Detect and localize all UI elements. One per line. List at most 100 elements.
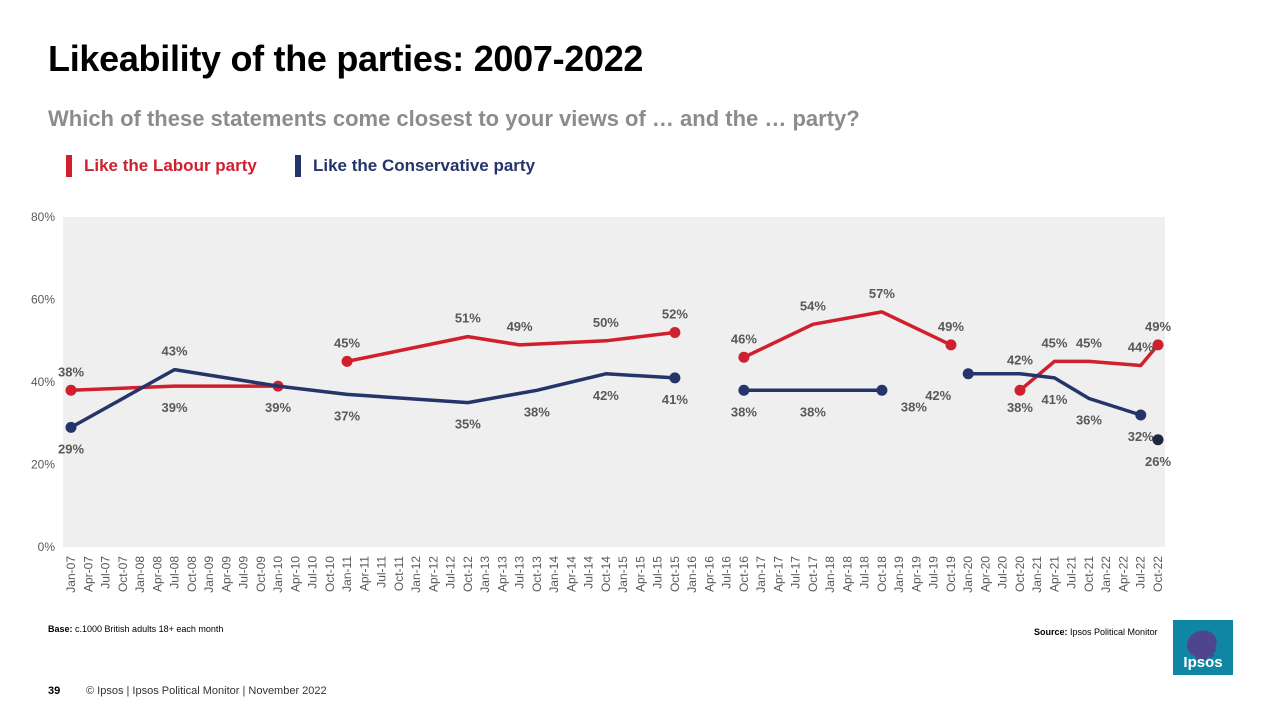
x-tick-label: Apr-15 (633, 556, 647, 592)
x-tick-label: Jan-09 (202, 556, 216, 593)
x-tick-label: Jul-10 (306, 556, 320, 589)
x-tick-label: Oct-22 (1151, 556, 1165, 592)
y-tick-label: 20% (31, 458, 55, 472)
source-note: Source: Ipsos Political Monitor (1034, 627, 1158, 637)
x-tick-label: Oct-10 (323, 556, 337, 592)
x-tick-label: Jul-14 (582, 556, 596, 589)
legend-conservative-swatch (295, 155, 301, 177)
labour-point-marker (1152, 339, 1164, 351)
x-tick-label: Oct-17 (806, 556, 820, 592)
x-tick-label: Jul-17 (789, 556, 803, 589)
footer-copyright: © Ipsos | Ipsos Political Monitor | Nove… (86, 685, 327, 697)
x-tick-label: Apr-10 (288, 556, 302, 592)
x-tick-label: Jul-11 (375, 556, 389, 588)
conservative-point-marker (738, 384, 750, 396)
x-tick-label: Jan-17 (754, 556, 768, 593)
legend-conservative: Like the Conservative party (295, 155, 535, 177)
x-tick-label: Apr-14 (564, 556, 578, 592)
x-tick-label: Oct-16 (737, 556, 751, 592)
labour-point-marker (669, 327, 681, 338)
x-tick-label: Apr-16 (702, 556, 716, 592)
x-tick-label: Jan-21 (1030, 556, 1044, 593)
conservative-data-label: 38% (800, 404, 826, 419)
x-tick-label: Apr-13 (495, 556, 509, 592)
x-tick-label: Oct-11 (392, 556, 406, 591)
x-tick-label: Jul-09 (237, 556, 251, 589)
labour-point-marker (738, 351, 750, 363)
labour-data-label: 46% (731, 331, 757, 346)
labour-data-label: 39% (265, 400, 291, 415)
x-tick-label: Jan-10 (271, 556, 285, 593)
labour-data-label: 45% (1041, 335, 1067, 350)
labour-point-marker (65, 384, 77, 396)
conservative-data-label: 41% (662, 392, 688, 407)
conservative-point-marker (65, 421, 77, 433)
labour-data-label: 50% (593, 315, 619, 330)
x-tick-label: Jul-16 (720, 556, 734, 589)
source-note-text: Ipsos Political Monitor (1070, 627, 1158, 637)
x-tick-label: Jul-18 (858, 556, 872, 589)
conservative-series-line (968, 372, 1142, 417)
conservative-data-label: 37% (334, 408, 360, 423)
conservative-data-label: 42% (593, 388, 619, 403)
legend-labour-swatch (66, 155, 72, 177)
y-tick-label: 80% (31, 210, 55, 224)
legend-labour-label: Like the Labour party (84, 156, 257, 175)
y-tick-label: 60% (31, 293, 55, 307)
x-tick-label: Jul-12 (444, 556, 458, 589)
labour-data-label: 49% (507, 319, 533, 334)
x-tick-label: Apr-12 (426, 556, 440, 592)
x-tick-label: Oct-20 (1013, 556, 1027, 592)
head-silhouette-icon (1187, 630, 1217, 660)
conservative-point-marker (1135, 409, 1147, 421)
x-tick-label: Jul-20 (996, 556, 1010, 589)
base-note-text: c.1000 British adults 18+ each month (75, 624, 224, 634)
x-tick-label: Jul-15 (651, 556, 665, 589)
ipsos-logo: Ipsos (1173, 620, 1233, 675)
x-tick-label: Jul-07 (99, 556, 113, 589)
conservative-point-marker (1152, 434, 1164, 446)
labour-point-marker (1014, 384, 1026, 396)
labour-point-marker (341, 355, 353, 367)
conservative-point-marker (876, 384, 888, 396)
conservative-data-label: 29% (58, 441, 84, 456)
conservative-point-marker (669, 372, 681, 384)
x-tick-label: Jan-22 (1099, 556, 1113, 593)
labour-series-line (1018, 343, 1160, 392)
y-tick-label: 40% (31, 375, 55, 389)
x-tick-label: Jan-11 (340, 556, 354, 592)
x-tick-label: Jan-13 (478, 556, 492, 593)
legend-labour: Like the Labour party (66, 155, 257, 177)
conservative-data-label: 38% (1007, 400, 1033, 415)
x-tick-label: Apr-08 (150, 556, 164, 592)
x-tick-label: Jan-16 (685, 556, 699, 593)
x-tick-label: Oct-12 (461, 556, 475, 592)
x-tick-label: Oct-13 (530, 556, 544, 592)
x-tick-label: Oct-14 (599, 556, 613, 592)
conservative-data-label: 32% (1128, 429, 1154, 444)
x-tick-label: Jan-15 (616, 556, 630, 593)
logo-text: Ipsos (1183, 654, 1223, 671)
x-tick-label: Jan-18 (823, 556, 837, 593)
x-tick-label: Jan-20 (961, 556, 975, 593)
labour-data-label: 39% (162, 400, 188, 415)
y-tick-label: 0% (38, 540, 56, 554)
x-tick-label: Apr-21 (1047, 556, 1061, 592)
x-tick-label: Oct-08 (185, 556, 199, 592)
page-number: 39 (48, 685, 61, 697)
x-tick-label: Apr-11 (357, 556, 371, 591)
x-tick-label: Jan-14 (547, 556, 561, 593)
conservative-data-label: 41% (1041, 392, 1067, 407)
base-note-label: Base: (48, 624, 73, 634)
labour-series-line (70, 384, 278, 393)
labour-point-marker (945, 339, 957, 351)
x-tick-label: Jul-22 (1134, 556, 1148, 589)
x-tick-label: Jul-08 (168, 556, 182, 589)
x-tick-label: Oct-19 (944, 556, 958, 592)
conservative-series-line (70, 367, 676, 429)
conservative-data-label: 26% (1145, 454, 1171, 469)
conservative-data-label: 38% (731, 404, 757, 419)
x-tick-label: Apr-18 (840, 556, 854, 592)
x-tick-label: Oct-21 (1082, 556, 1096, 592)
labour-data-label: 45% (1076, 335, 1102, 350)
